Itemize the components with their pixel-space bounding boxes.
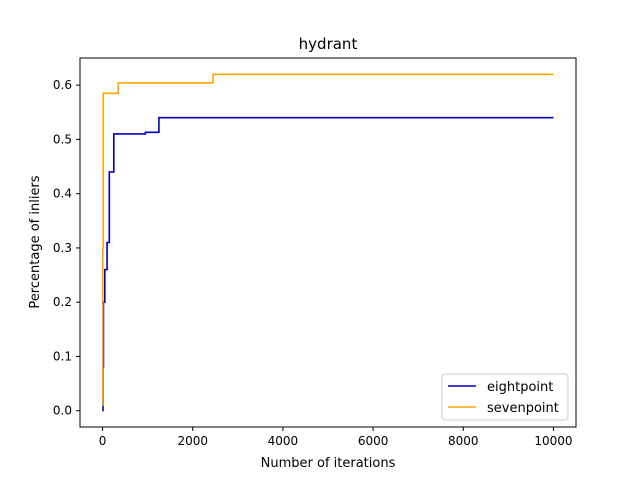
y-tick-label: 0.5 [53, 132, 72, 146]
y-tick-label: 0.6 [53, 78, 72, 92]
x-tick-label: 10000 [534, 434, 572, 448]
y-tick-label: 0.0 [53, 404, 72, 418]
legend: eightpoint sevenpoint [441, 373, 569, 421]
x-axis-label: Number of iterations [261, 456, 396, 471]
y-tick-label: 0.3 [53, 241, 72, 255]
x-tick-label: 0 [99, 434, 107, 448]
y-axis-ticks: 0.0 0.1 0.2 0.3 0.4 0.5 0.6 [53, 78, 80, 418]
plot-frame [79, 57, 577, 428]
y-tick-label: 0.2 [53, 295, 72, 309]
legend-label-sevenpoint: sevenpoint [487, 401, 559, 416]
x-tick-label: 4000 [268, 434, 299, 448]
series-layer [101, 73, 554, 412]
plot-area [80, 58, 576, 427]
x-axis-ticks: 0 2000 4000 6000 8000 10000 [99, 427, 573, 448]
y-tick-label: 0.4 [53, 187, 72, 201]
legend-label-eightpoint: eightpoint [487, 380, 553, 395]
y-axis-label: Percentage of inliers [28, 175, 43, 308]
x-tick-label: 8000 [448, 434, 479, 448]
chart-title: hydrant [299, 35, 358, 53]
series-line-sevenpoint [101, 73, 554, 407]
x-tick-label: 2000 [177, 434, 208, 448]
y-tick-label: 0.1 [53, 349, 72, 363]
x-tick-label: 6000 [358, 434, 389, 448]
